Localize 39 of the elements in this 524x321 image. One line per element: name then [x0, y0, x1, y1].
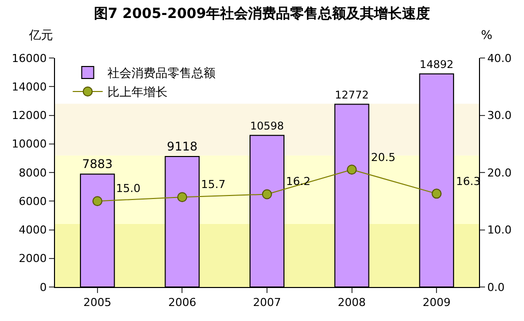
data-label: 12772 — [334, 88, 369, 102]
y-tick-label: 12000 — [12, 109, 47, 122]
x-tick-label: 2005 — [83, 296, 112, 310]
point — [92, 196, 102, 206]
y2-axis-title: % — [481, 28, 492, 42]
y-tick-label: 0 — [40, 280, 47, 294]
y-tick-label: 16000 — [12, 52, 47, 65]
y-tick-label: 14000 — [12, 80, 47, 94]
point — [177, 192, 188, 202]
data-label: 16.3 — [456, 175, 480, 188]
point — [346, 164, 357, 175]
y-tick-label: 4000 — [18, 224, 47, 237]
y-tick-label: 2000 — [18, 252, 47, 266]
legend-label: 社会消费品零售总额 — [108, 66, 216, 80]
point — [432, 188, 442, 199]
x-tick-label: 2008 — [338, 296, 366, 310]
data-label: 16.2 — [286, 175, 310, 188]
data-label: 9118 — [166, 140, 198, 154]
y-tick-label: 10000 — [12, 138, 47, 151]
y2-tick-label: 20.0 — [487, 166, 512, 180]
data-label: 15.0 — [116, 182, 140, 195]
data-label: 7883 — [82, 157, 113, 172]
x-tick-label: 2006 — [168, 296, 196, 310]
y-axis-title: 亿元 — [28, 28, 53, 42]
point — [262, 189, 272, 200]
data-label: 14892 — [420, 58, 454, 72]
data-label: 20.5 — [371, 151, 396, 164]
y-tick-label: 6000 — [18, 194, 47, 208]
chart-title: 图7 2005-2009年社会消费品零售总额及其增长速度 — [94, 4, 430, 22]
y-tick-label: 8000 — [18, 166, 47, 180]
y2-tick-label: 30.0 — [487, 109, 512, 122]
y2-tick-label: 10.0 — [487, 224, 512, 237]
data-label: 15.7 — [201, 178, 226, 191]
data-label: 10598 — [250, 120, 284, 133]
x-tick-label: 2009 — [422, 296, 451, 310]
y2-tick-label: 40.0 — [487, 52, 512, 65]
legend-label: 比上年增长 — [108, 85, 168, 100]
y2-tick-label: 0.0 — [487, 280, 505, 294]
x-tick-label: 2007 — [253, 296, 281, 310]
